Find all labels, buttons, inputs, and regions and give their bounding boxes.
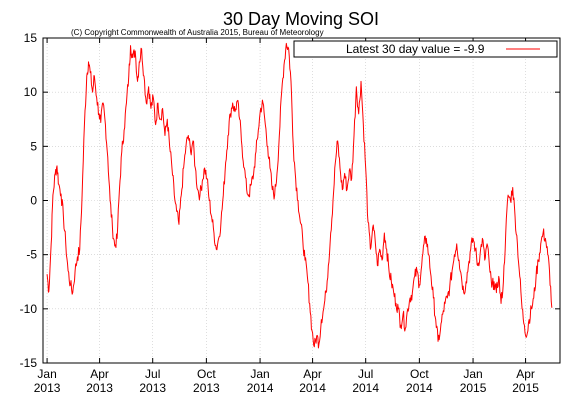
x-tick-label-month: Apr xyxy=(516,367,535,381)
plot-frame xyxy=(42,37,561,364)
y-tick-labels: -15 -10 -5 0 5 10 15 xyxy=(20,31,38,370)
y-tick-label: 10 xyxy=(24,85,38,99)
y-tick-label: -10 xyxy=(20,302,38,316)
x-tick-label-month: Jan xyxy=(463,367,482,381)
x-tick-label-year: 2013 xyxy=(34,381,61,395)
x-tick-label-month: Jul xyxy=(145,367,160,381)
y-tick-label: 5 xyxy=(30,139,37,153)
x-tick-label-month: Jul xyxy=(358,367,373,381)
x-tick-label-month: Apr xyxy=(303,367,322,381)
x-tick-label-month: Jan xyxy=(250,367,269,381)
copyright-text: (C) Copyright Commonwealth of Australia … xyxy=(71,28,324,37)
x-tick-label-month: Jan xyxy=(37,367,56,381)
x-tick-label-month: Oct xyxy=(410,367,429,381)
y-tick-label: 15 xyxy=(24,31,38,45)
x-tick-label-year: 2013 xyxy=(193,381,220,395)
x-tick-label-year: 2014 xyxy=(247,381,274,395)
chart-title: 30 Day Moving SOI xyxy=(223,9,379,29)
x-tick-label-year: 2015 xyxy=(460,381,487,395)
x-tick-labels: Jan2013Apr2013Jul2013Oct2013Jan2014Apr20… xyxy=(34,367,540,395)
legend: Latest 30 day value = -9.9 xyxy=(293,40,558,58)
x-tick-label-month: Apr xyxy=(90,367,109,381)
series-layer xyxy=(46,42,553,349)
x-tick-label-year: 2013 xyxy=(139,381,166,395)
x-tick-label-year: 2014 xyxy=(299,381,326,395)
soi-series-line xyxy=(46,42,553,349)
legend-box xyxy=(293,40,558,58)
x-tick-label-year: 2013 xyxy=(86,381,113,395)
x-tick-label-month: Oct xyxy=(197,367,216,381)
y-tick-label: 0 xyxy=(30,194,37,208)
legend-label: Latest 30 day value = -9.9 xyxy=(346,42,485,56)
x-tick-label-year: 2015 xyxy=(512,381,539,395)
y-tick-label: -5 xyxy=(26,248,37,262)
y-tick-label: -15 xyxy=(20,356,38,370)
x-tick-label-year: 2014 xyxy=(406,381,433,395)
x-tick-label-year: 2014 xyxy=(352,381,379,395)
